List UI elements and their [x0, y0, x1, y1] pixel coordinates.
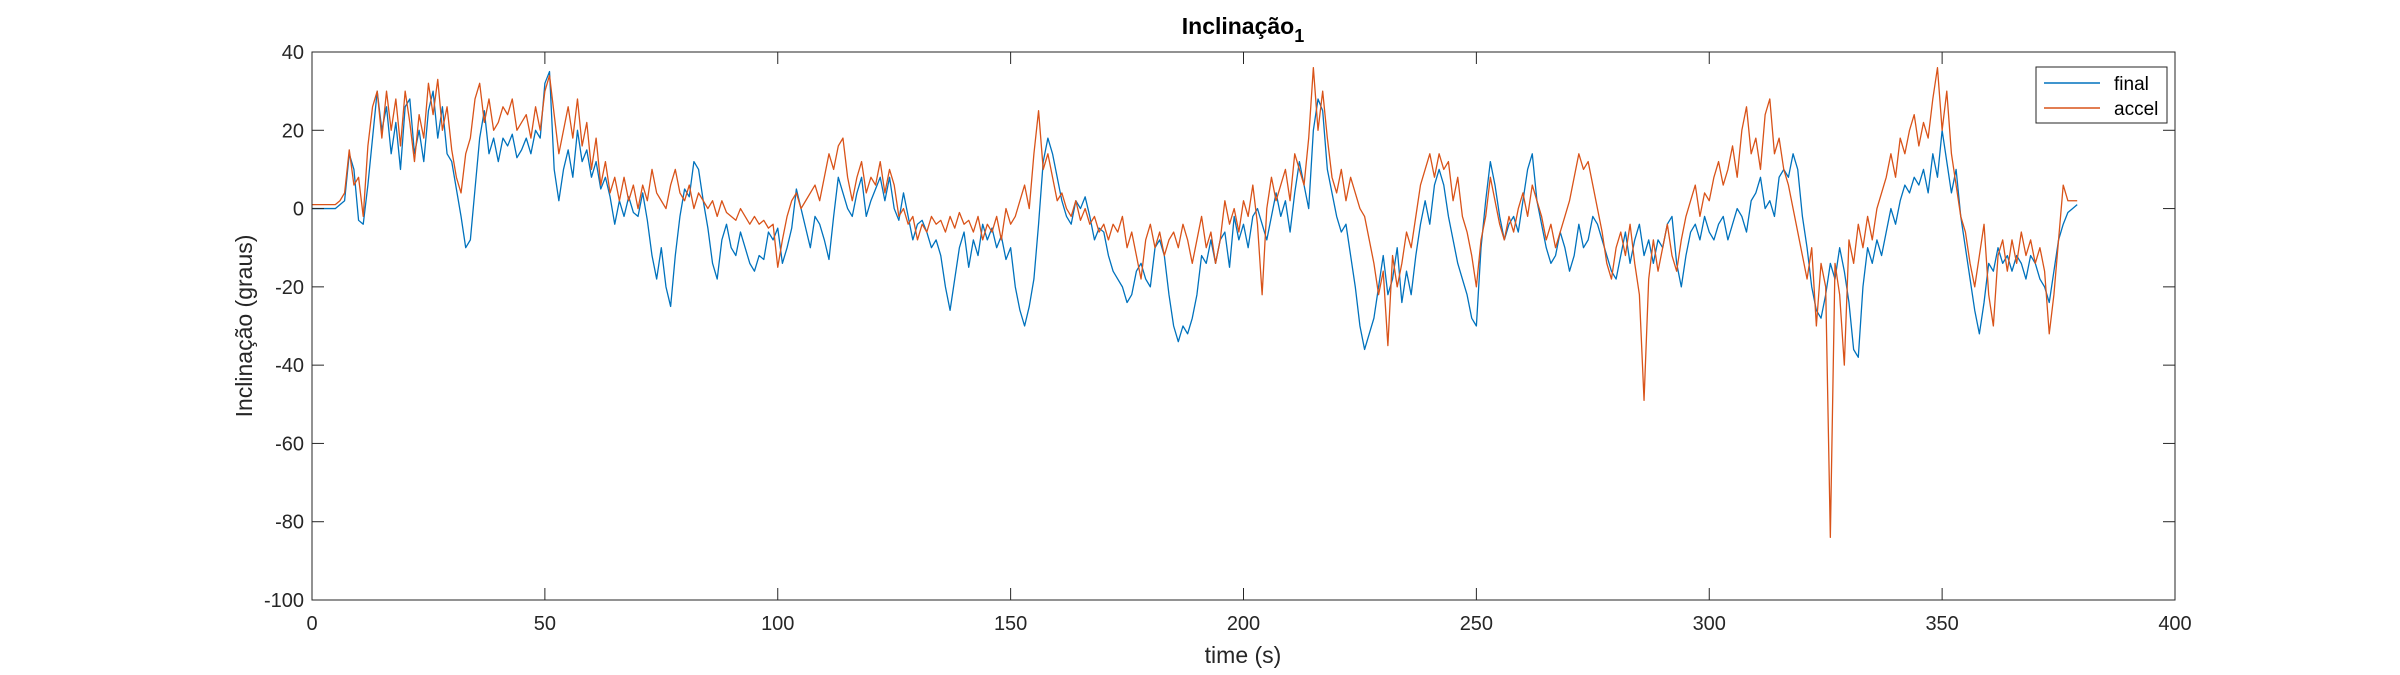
x-tick-label: 50	[534, 613, 556, 635]
legend-label-final: final	[2114, 74, 2149, 95]
y-tick-label: -80	[275, 512, 304, 534]
x-tick-label: 300	[1693, 613, 1726, 635]
x-tick-label: 400	[2158, 613, 2191, 635]
legend: final accel	[2035, 66, 2168, 124]
series-line-accel	[312, 67, 2078, 539]
y-tick-label: -40	[275, 355, 304, 377]
legend-box	[2035, 66, 2168, 124]
y-tick-label: -20	[275, 277, 304, 299]
x-axis-label: time (s)	[1205, 642, 1282, 668]
x-tick-label: 200	[1227, 613, 1260, 635]
x-tick-label: 250	[1460, 613, 1493, 635]
x-tick-label: 100	[761, 613, 794, 635]
x-tick-label: 150	[994, 613, 1027, 635]
legend-label-accel: accel	[2114, 99, 2158, 120]
tick-labels: 0 50 100 150 200 250 300 350 400-100-80-60-40-20…	[264, 42, 2192, 635]
plot-area	[312, 52, 2175, 600]
y-tick-label: -60	[275, 433, 304, 455]
y-tick-label: 40	[282, 42, 304, 64]
y-axis-label: Inclinação (graus)	[231, 235, 257, 418]
series-line-final	[312, 70, 2078, 358]
chart-title: Inclinação1	[1182, 13, 1305, 46]
series-layer	[312, 67, 2078, 539]
chart-title-subscript: 1	[1294, 26, 1304, 46]
x-tick-label: 0	[306, 613, 317, 635]
axes	[311, 51, 2176, 601]
x-tick-label: 350	[1925, 613, 1958, 635]
y-tick-label: -100	[264, 590, 304, 612]
y-tick-label: 0	[293, 199, 304, 221]
y-tick-label: 20	[282, 120, 304, 142]
chart-title-main: Inclinação	[1182, 13, 1294, 39]
